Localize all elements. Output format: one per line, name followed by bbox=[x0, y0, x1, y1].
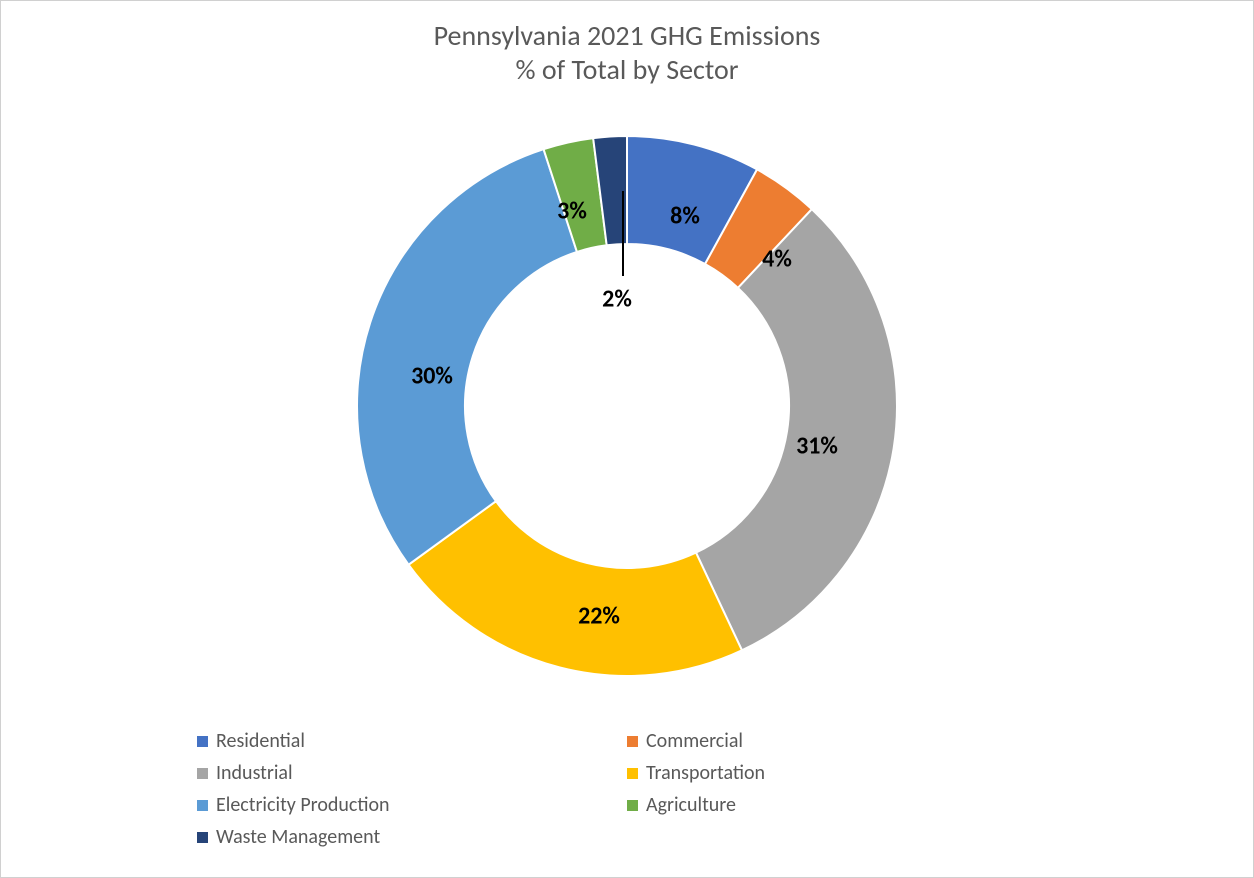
slice-label-electricity-production: 30% bbox=[411, 362, 453, 391]
legend-label: Residential bbox=[216, 729, 305, 753]
legend-swatch bbox=[627, 800, 638, 811]
legend-label: Agriculture bbox=[646, 793, 736, 817]
legend-item-waste-management: Waste Management bbox=[197, 821, 627, 853]
legend-label: Industrial bbox=[216, 761, 293, 785]
legend-swatch bbox=[197, 736, 208, 747]
donut-wrap: 8% 4% 31% 22% 30% 3% 2% bbox=[1, 96, 1253, 716]
leader-line bbox=[622, 191, 624, 276]
chart-title: Pennsylvania 2021 GHG Emissions % of Tot… bbox=[1, 1, 1253, 86]
legend-item-transportation: Transportation bbox=[627, 757, 1057, 789]
legend-swatch bbox=[627, 736, 638, 747]
legend-label: Commercial bbox=[646, 729, 743, 753]
slice-label-industrial: 31% bbox=[796, 432, 838, 461]
legend-item-residential: Residential bbox=[197, 725, 627, 757]
legend-item-industrial: Industrial bbox=[197, 757, 627, 789]
chart-title-line1: Pennsylvania 2021 GHG Emissions bbox=[1, 19, 1253, 53]
slice-label-transportation: 22% bbox=[578, 602, 620, 631]
slice-electricity-production bbox=[357, 149, 577, 564]
legend-swatch bbox=[627, 768, 638, 779]
chart-container: Pennsylvania 2021 GHG Emissions % of Tot… bbox=[0, 0, 1254, 878]
donut-chart: 8% 4% 31% 22% 30% 3% 2% bbox=[297, 96, 957, 716]
legend-item-commercial: Commercial bbox=[627, 725, 1057, 757]
slice-label-agriculture: 3% bbox=[557, 197, 587, 226]
legend-label: Transportation bbox=[646, 761, 765, 785]
legend-item-electricity-production: Electricity Production bbox=[197, 789, 627, 821]
legend-label: Electricity Production bbox=[216, 793, 390, 817]
slice-label-residential: 8% bbox=[670, 202, 700, 231]
legend-item-agriculture: Agriculture bbox=[627, 789, 1057, 821]
legend-swatch bbox=[197, 832, 208, 843]
chart-title-line2: % of Total by Sector bbox=[1, 53, 1253, 87]
legend-label: Waste Management bbox=[216, 825, 380, 849]
slice-label-waste-management: 2% bbox=[602, 285, 632, 314]
slice-label-commercial: 4% bbox=[762, 245, 792, 274]
legend-swatch bbox=[197, 768, 208, 779]
legend: Residential Commercial Industrial Transport… bbox=[197, 725, 1057, 853]
legend-swatch bbox=[197, 800, 208, 811]
